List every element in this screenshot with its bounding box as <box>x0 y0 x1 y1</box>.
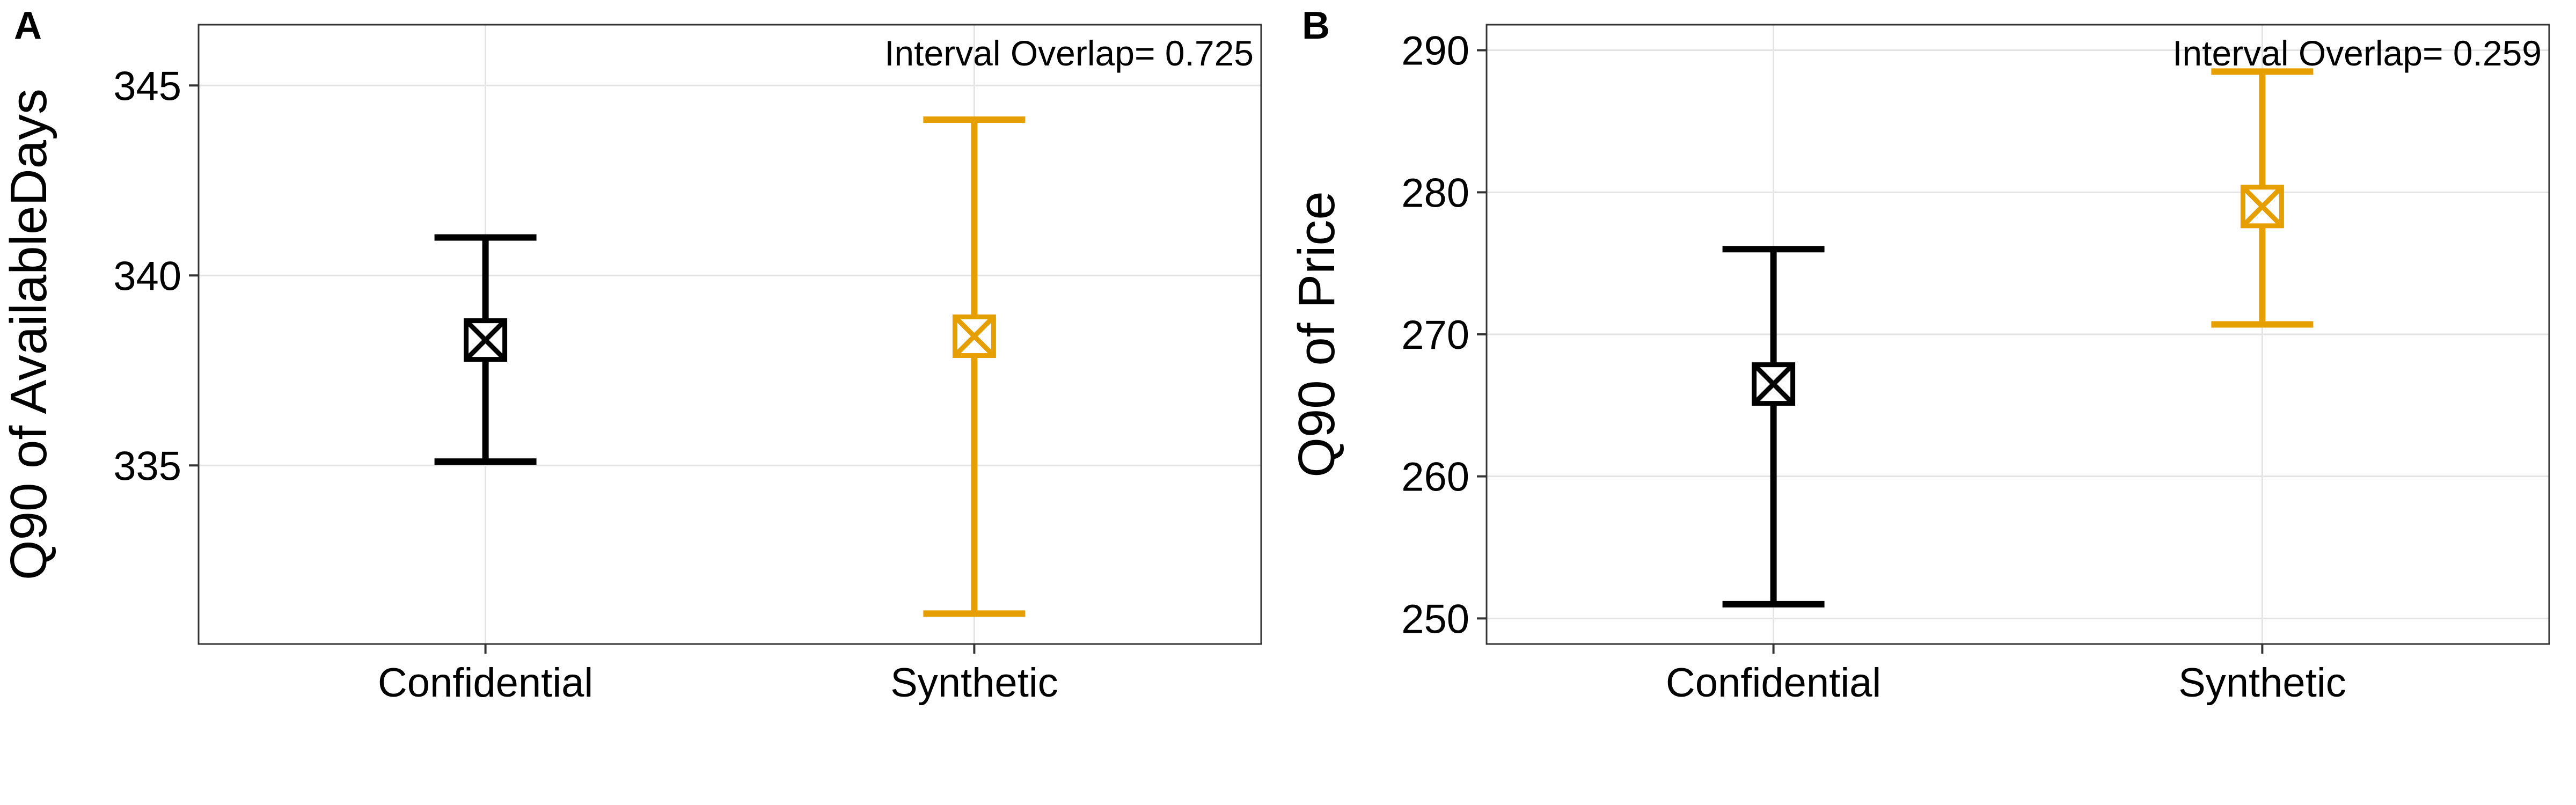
errorbar-confidential <box>434 234 537 465</box>
panel-label: B <box>1302 4 1330 47</box>
y-tick-label: 290 <box>1401 28 1469 74</box>
panel-border <box>197 24 1262 645</box>
point-marker-cross <box>953 315 996 357</box>
panel-b-chart: 250 260 270 280 290 Confidential Synthetic Q90 … <box>1288 4 2550 706</box>
x-tick-label-confidential: Confidential <box>378 660 593 706</box>
y-axis-title: Q90 of AvailableDays <box>0 89 57 580</box>
errorbar-synthetic <box>2211 68 2314 328</box>
y-axis-title: Q90 of Price <box>1288 191 1345 478</box>
y-tick-label: 280 <box>1401 170 1469 216</box>
x-tick-label-synthetic: Synthetic <box>890 660 1058 706</box>
errorbar-synthetic <box>923 116 1026 617</box>
y-tick-label: 345 <box>113 63 181 109</box>
panel-background <box>199 25 1261 644</box>
x-tick-label-confidential: Confidential <box>1666 660 1881 706</box>
y-tick-label: 340 <box>113 253 181 299</box>
errorbar-confidential <box>1722 246 1825 608</box>
annotation-interval-overlap: Interval Overlap= 0.725 <box>884 33 1254 73</box>
annotation-interval-overlap: Interval Overlap= 0.259 <box>2172 33 2542 73</box>
y-tick-label: 260 <box>1401 455 1469 500</box>
y-tick-label: 250 <box>1401 596 1469 642</box>
point-marker-cross <box>464 319 507 361</box>
y-tick-label: 335 <box>113 443 181 489</box>
panel-label: A <box>14 4 42 47</box>
panel-a-chart: 335 340 345 Confidential Synthetic Q90 of Ava… <box>0 4 1262 706</box>
point-marker-cross <box>2241 185 2284 228</box>
point-marker-cross <box>1752 363 1795 405</box>
x-tick-label-synthetic: Synthetic <box>2178 660 2346 706</box>
y-tick-label: 270 <box>1401 312 1469 358</box>
